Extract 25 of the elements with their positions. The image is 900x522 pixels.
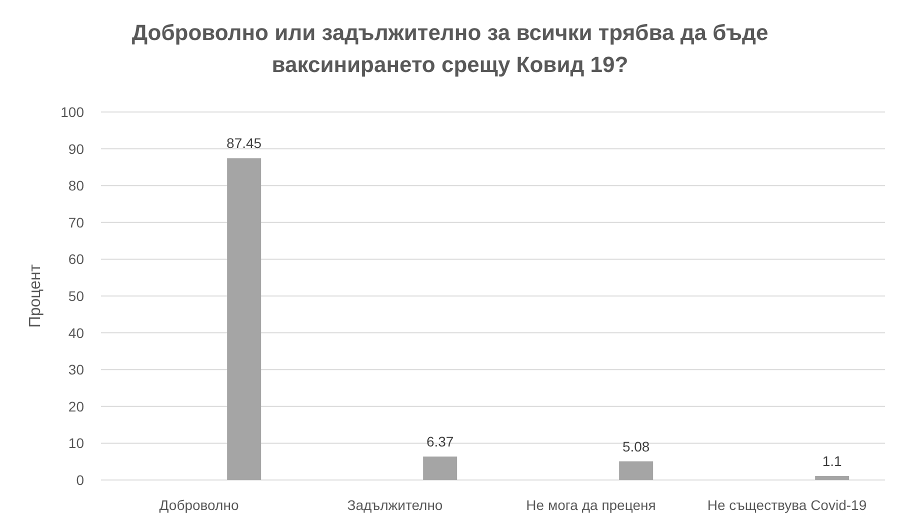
y-axis-title: Процент: [27, 264, 44, 328]
y-tick-label: 80: [68, 178, 84, 194]
chart-title: Доброволно или задължително за всички трябва да бъде ваксинирането срещу Ковид 19?: [132, 20, 768, 77]
y-tick-label: 30: [68, 362, 84, 378]
data-label: 5.08: [622, 438, 650, 454]
y-tick-label: 40: [68, 324, 84, 341]
y-tick-label: 10: [68, 435, 84, 452]
bar: [423, 456, 458, 480]
x-tick-label: Не мога да преценя: [526, 497, 656, 513]
y-tick-label: 20: [68, 398, 84, 414]
y-tick-label: 100: [60, 104, 84, 120]
y-tick-label: 90: [68, 140, 84, 157]
y-tick-label: 60: [68, 251, 84, 268]
x-tick-label: Задължително: [347, 497, 443, 513]
x-tick-label: Не съществува Covid-19: [707, 497, 867, 513]
bar: [227, 158, 262, 480]
bar: [815, 476, 850, 480]
y-tick-label: 0: [76, 472, 84, 488]
bar: [619, 461, 654, 480]
data-label: 87.45: [226, 135, 262, 152]
x-tick-label: Доброволно: [159, 497, 239, 513]
y-tick-label: 70: [68, 214, 84, 230]
data-label: 1.1: [822, 452, 842, 469]
y-tick-label: 50: [68, 288, 84, 304]
data-label: 6.37: [426, 434, 454, 450]
